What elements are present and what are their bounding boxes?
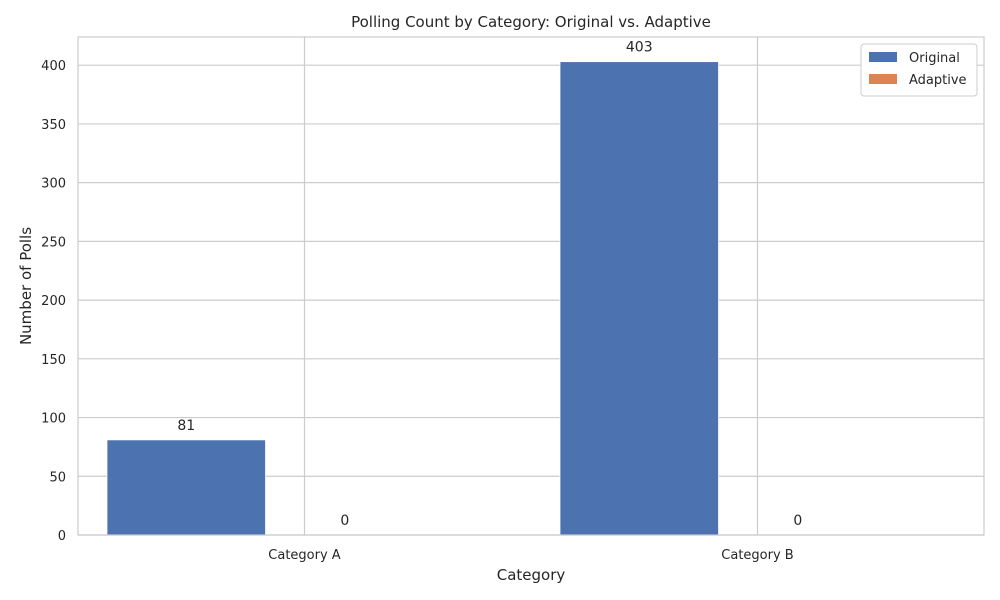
gridlines xyxy=(78,37,984,536)
y-axis-title: Number of Polls xyxy=(17,227,35,345)
data-labels: 81 0 403 0 xyxy=(177,40,802,529)
bar-original-category-a xyxy=(106,439,266,536)
bar-value-label: 81 xyxy=(177,418,195,434)
legend: Original Adaptive xyxy=(860,43,978,97)
y-tick-label: 150 xyxy=(41,353,66,368)
y-tick-label: 400 xyxy=(41,59,66,74)
bar-value-label: 0 xyxy=(340,513,349,529)
y-tick-label: 0 xyxy=(58,529,66,544)
bars xyxy=(106,61,719,536)
chart-title: Polling Count by Category: Original vs. … xyxy=(351,13,711,31)
y-tick-label: 50 xyxy=(49,470,66,485)
legend-swatch-adaptive xyxy=(869,74,897,84)
plot-frame xyxy=(77,36,985,536)
legend-label-adaptive: Adaptive xyxy=(909,73,967,88)
legend-swatch-original xyxy=(869,52,897,62)
x-tick-label: Category A xyxy=(268,548,341,563)
x-axis-title: Category xyxy=(497,566,566,584)
y-tick-label: 100 xyxy=(41,412,66,427)
y-tick-label: 250 xyxy=(41,235,66,250)
legend-label-original: Original xyxy=(909,51,960,66)
bar-value-label: 0 xyxy=(793,513,802,529)
y-tick-label: 350 xyxy=(41,118,66,133)
axis-ticks: 0 50 100 150 200 250 300 350 400 Category A Catego… xyxy=(41,59,794,563)
y-tick-label: 300 xyxy=(41,177,66,192)
bar-original-category-b xyxy=(559,61,719,536)
y-tick-label: 200 xyxy=(41,294,66,309)
bar-value-label: 403 xyxy=(626,40,653,56)
x-tick-label: Category B xyxy=(721,548,793,563)
